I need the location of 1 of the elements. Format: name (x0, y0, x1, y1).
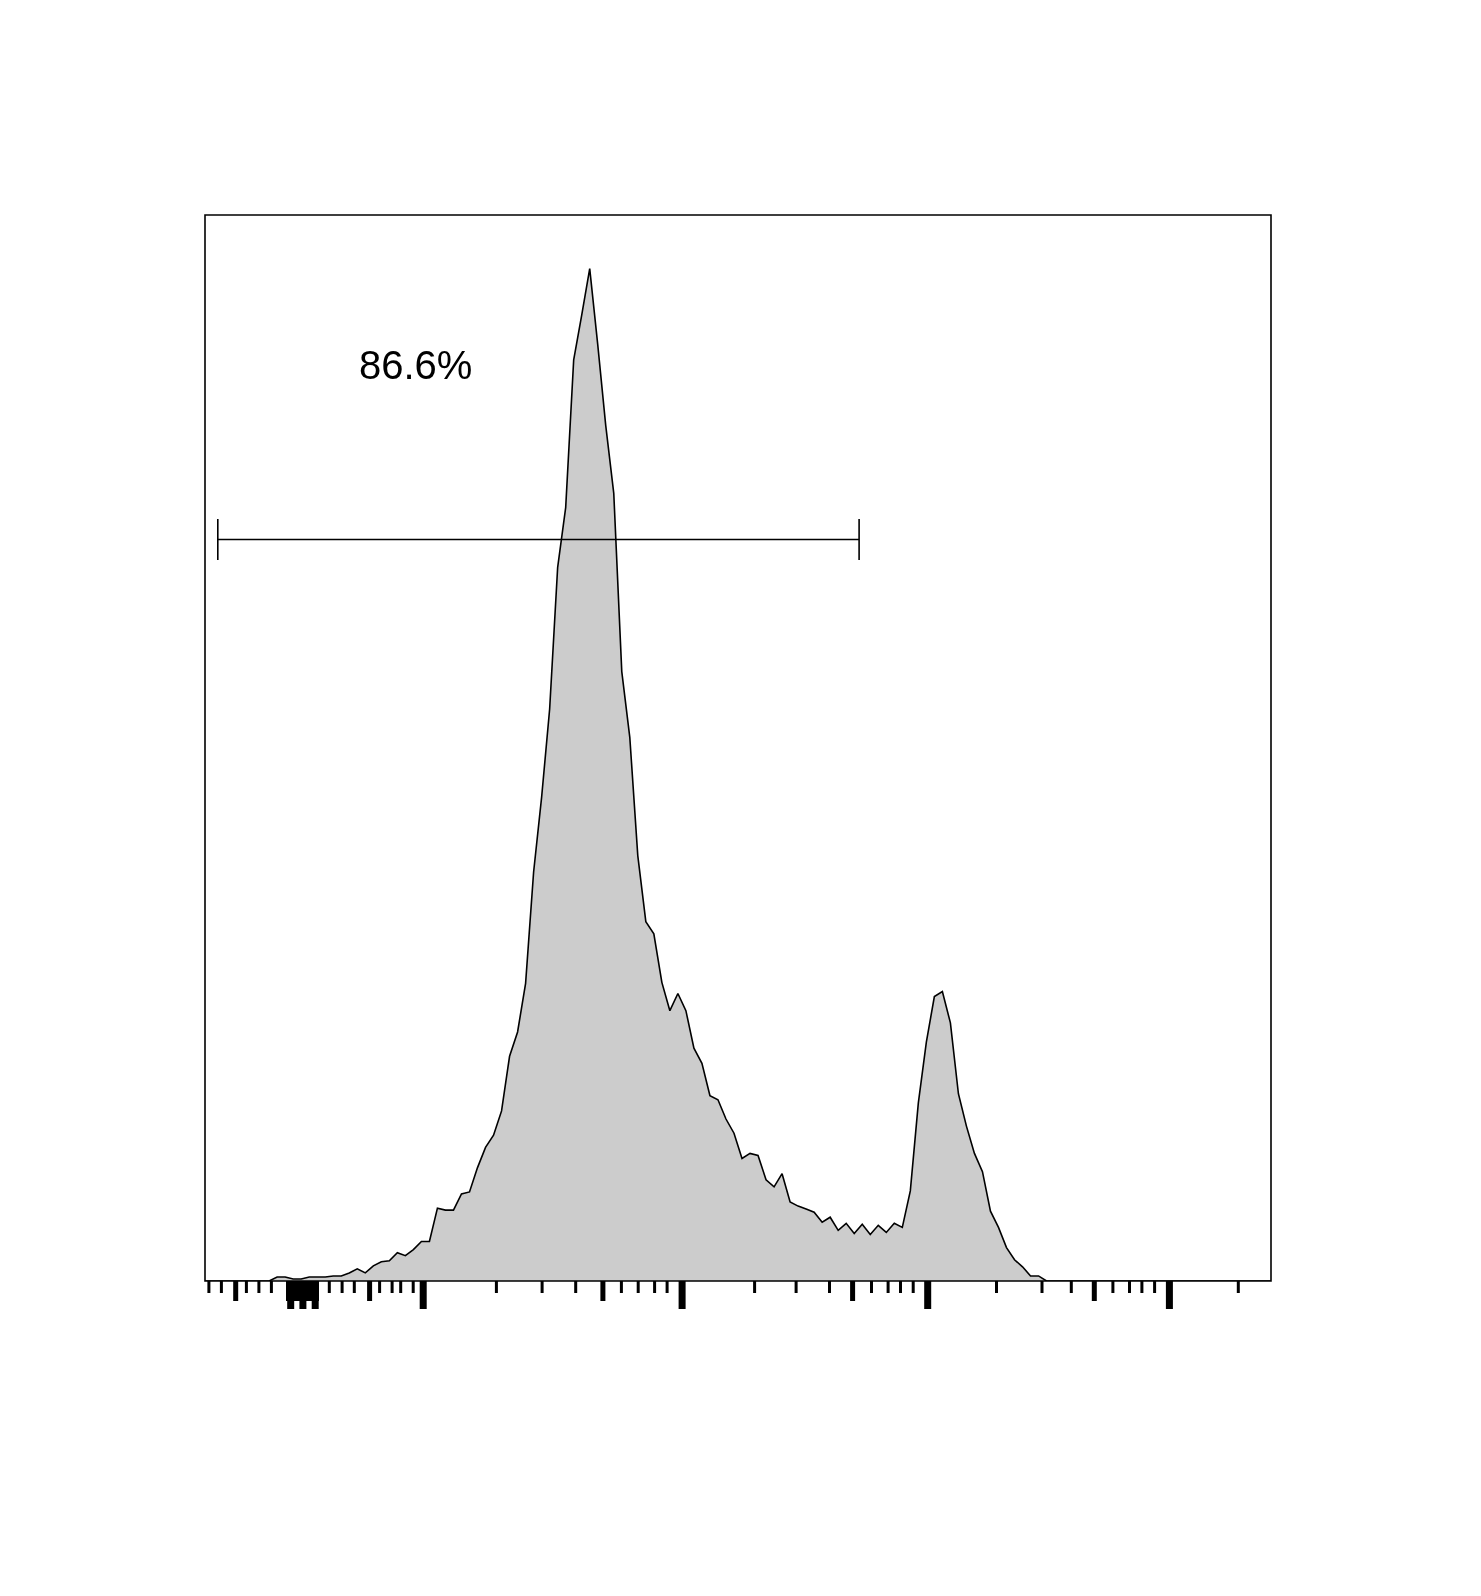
annotation: 86.6% (359, 343, 473, 387)
